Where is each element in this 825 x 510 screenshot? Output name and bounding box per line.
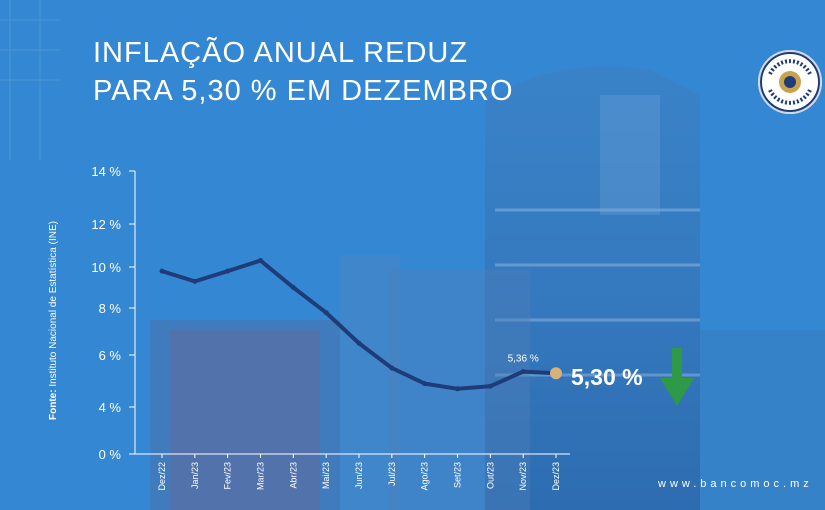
x-tick-label: Abr/23 <box>288 462 298 489</box>
x-tick-label: Mai/23 <box>321 462 331 489</box>
y-tick-label: 6 % <box>99 348 122 363</box>
source-label: Fonte: <box>48 389 59 420</box>
data-point <box>422 381 428 387</box>
x-tick-label: Jan/23 <box>190 462 200 489</box>
bank-logo <box>758 50 822 114</box>
inflation-line <box>160 258 558 391</box>
data-point <box>258 258 263 264</box>
chart-title: INFLAÇÃO ANUAL REDUZ PARA 5,30 % EM DEZE… <box>93 34 514 110</box>
y-tick-label: 8 % <box>99 301 122 316</box>
y-tick-label: 12 % <box>91 217 121 232</box>
highlight-value: 5,30 % <box>571 364 643 390</box>
x-tick-label: Nov/23 <box>518 462 528 491</box>
title-line-1: INFLAÇÃO ANUAL REDUZ <box>93 37 469 69</box>
x-axis: Dez/22 Jan/23 Fev/23 Mar/23 Abr/23 Mai/23 Jun/… <box>135 453 570 491</box>
x-tick-label: Dez/23 <box>551 462 561 491</box>
x-tick-label: Jul/23 <box>387 462 397 486</box>
data-point <box>323 310 329 316</box>
data-point <box>356 340 362 346</box>
x-tick-label: Fev/23 <box>223 462 233 490</box>
data-point <box>192 278 198 284</box>
data-point <box>159 268 165 274</box>
title-line-2: PARA 5,30 % EM DEZEMBRO <box>93 75 514 107</box>
x-tick-label: Ago/23 <box>420 462 430 491</box>
y-tick-label: 0 % <box>99 447 122 462</box>
down-arrow-icon <box>660 348 694 406</box>
x-tick-label: Dez/22 <box>157 462 167 491</box>
data-label: 5,36 % <box>508 354 539 365</box>
data-point <box>520 369 526 375</box>
source-text: Instituto Nacional de Estatística (INE) <box>48 221 59 387</box>
y-tick-label: 10 % <box>91 260 121 275</box>
x-tick-label: Set/23 <box>453 462 463 488</box>
data-point <box>225 268 231 274</box>
source-note: Fonte: Instituto Nacional de Estatística… <box>48 200 64 420</box>
bank-seal-icon <box>760 52 820 112</box>
data-point <box>290 285 296 290</box>
x-tick-label: Mar/23 <box>256 462 266 490</box>
last-data-point <box>550 367 562 380</box>
x-tick-label: Jun/23 <box>354 462 364 489</box>
data-point <box>487 383 493 389</box>
data-point <box>455 386 460 392</box>
y-tick-label: 14 % <box>91 164 121 179</box>
website-url: www.bancomoc.mz <box>658 478 813 490</box>
x-tick-label: Out/23 <box>485 462 495 489</box>
data-point <box>389 365 395 371</box>
annotations: 5,36 % <box>508 354 539 365</box>
y-tick-label: 4 % <box>99 400 122 415</box>
inflation-series <box>159 258 562 392</box>
y-axis: 0 % 4 % 6 % 8 % 10 % 12 % 14 % <box>91 164 136 462</box>
